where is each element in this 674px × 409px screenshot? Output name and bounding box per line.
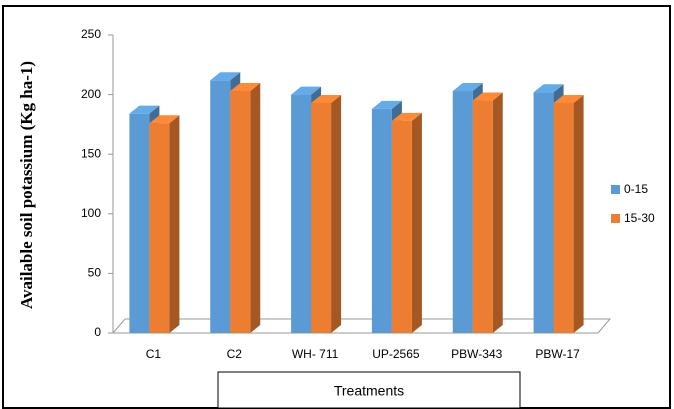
bar-top xyxy=(391,112,422,121)
x-tick-label: PBW-343 xyxy=(451,347,502,361)
bar xyxy=(210,80,231,334)
bar-top xyxy=(129,105,160,114)
bar-side xyxy=(573,94,584,333)
bar-side xyxy=(331,94,342,333)
bar xyxy=(230,91,251,333)
x-tick-label: C1 xyxy=(146,347,162,361)
bar xyxy=(149,123,170,333)
x-tick-label: C2 xyxy=(227,347,243,361)
bar xyxy=(553,102,574,333)
bar-top xyxy=(553,94,584,103)
bar-side xyxy=(411,112,422,333)
bar-side xyxy=(250,83,261,333)
bar-top xyxy=(472,92,503,101)
bar-top xyxy=(533,84,564,93)
bar xyxy=(452,91,473,333)
y-tick-label: 50 xyxy=(88,266,102,280)
legend-label: 0-15 xyxy=(624,182,648,196)
bar-top xyxy=(311,94,342,103)
y-tick-label: 250 xyxy=(81,27,101,41)
y-tick-label: 100 xyxy=(81,206,101,220)
x-tick-label: WH- 711 xyxy=(292,347,339,361)
x-tick-label: UP-2565 xyxy=(372,347,420,361)
bar-side xyxy=(169,115,180,333)
x-axis-label: Treatments xyxy=(334,383,404,399)
bar xyxy=(129,113,150,333)
bar-top xyxy=(230,83,261,92)
bar xyxy=(391,120,412,333)
bar xyxy=(311,102,332,333)
bar-top xyxy=(149,115,180,124)
bar-top xyxy=(210,72,241,81)
bar-top xyxy=(291,86,322,95)
bar xyxy=(533,92,554,333)
bar xyxy=(371,108,392,334)
bar-side xyxy=(492,92,503,333)
y-axis-label: Available soil potassium (Kg ha-1) xyxy=(17,61,36,309)
bar xyxy=(472,100,493,333)
x-label-box xyxy=(217,371,521,409)
legend-swatch xyxy=(611,185,620,194)
y-tick-label: 200 xyxy=(81,87,101,101)
bar xyxy=(291,94,312,333)
bar-top xyxy=(452,83,483,92)
legend-label: 15-30 xyxy=(624,211,655,225)
bar-top xyxy=(371,100,402,109)
legend-swatch xyxy=(611,214,620,223)
y-tick-label: 0 xyxy=(94,325,101,339)
x-tick-label: PBW-17 xyxy=(535,347,580,361)
y-tick-label: 150 xyxy=(81,146,101,160)
